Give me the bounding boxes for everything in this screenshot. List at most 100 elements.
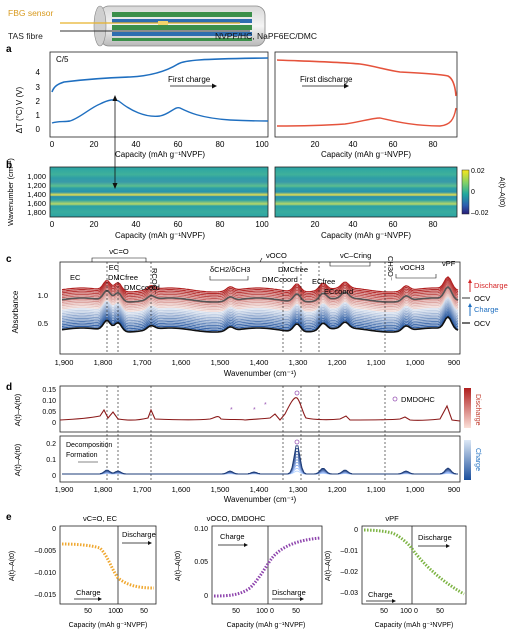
- panel-b-xlabel-right: Capacity (mAh g⁻¹NVPF): [321, 231, 411, 240]
- svg-text:Discharge: Discharge: [418, 533, 452, 542]
- svg-text:A(t)–A(t0): A(t)–A(t0): [175, 551, 182, 581]
- e3-title: νPF: [385, 514, 399, 523]
- first-charge-label: First charge: [168, 75, 211, 84]
- x-tick-label: 1,000: [406, 485, 425, 494]
- x-tick-label: 1,100: [367, 358, 386, 367]
- spectra-stack: [61, 276, 459, 333]
- svg-text:1,200: 1,200: [27, 181, 46, 190]
- panel-b-letter: b: [6, 160, 12, 171]
- svg-text:0: 0: [52, 420, 56, 427]
- heatmap-discharge: [274, 166, 458, 218]
- dt-tick-1: 1: [36, 111, 41, 120]
- dmdohc-markers: [294, 390, 398, 402]
- charge-difference-line: [62, 445, 459, 475]
- svg-text:CH3O⁻: CH3O⁻: [386, 256, 395, 281]
- charge-difference-line: [62, 459, 459, 475]
- svg-text:100: 100: [108, 608, 120, 615]
- tas-fibre-label: TAS fibre: [8, 31, 43, 41]
- svg-text:0.2: 0.2: [46, 441, 56, 448]
- dt-tick-0: 0: [36, 125, 41, 134]
- first-discharge-label: First discharge: [300, 75, 353, 84]
- panel-c-xlabel: Wavenumber (cm⁻¹): [224, 369, 297, 378]
- panel-c-xticks: 1,900 1,800 1,700 1,600 1,500 1,400 1,300 1,200…: [55, 358, 461, 367]
- spectrum-line: [61, 279, 459, 296]
- svg-text:DMCfree: DMCfree: [108, 273, 138, 282]
- charge-difference-line: [62, 456, 459, 475]
- charge-gradient-bar: [464, 440, 471, 480]
- svg-text:νOCH3: νOCH3: [400, 263, 425, 272]
- svg-text:40: 40: [349, 140, 358, 149]
- svg-text:80: 80: [216, 140, 225, 149]
- bar-discharge-label: Discharge: [474, 394, 481, 426]
- svg-text:1,600: 1,600: [27, 199, 46, 208]
- panel-d-ylabel-bottom: A(t)–A(t0): [13, 443, 22, 476]
- dt-tick-2: 2: [36, 97, 41, 106]
- spectrum-line: [61, 280, 459, 298]
- spectrum-line: [61, 312, 459, 330]
- svg-text:Capacity (mAh g⁻¹NVPF): Capacity (mAh g⁻¹NVPF): [375, 622, 454, 629]
- svg-text:50: 50: [232, 608, 240, 615]
- svg-text:0: 0: [52, 473, 56, 480]
- panel-a-ylabel-v: V (V): [15, 87, 24, 106]
- svg-text:0.10: 0.10: [42, 398, 56, 405]
- svg-text:50: 50: [84, 608, 92, 615]
- x-tick-label: 1,500: [211, 358, 230, 367]
- svg-text:80: 80: [429, 140, 438, 149]
- spectrum-line: [61, 314, 459, 331]
- spectrum-line: [61, 306, 459, 323]
- svg-text:60: 60: [389, 140, 398, 149]
- svg-text:–0.015: –0.015: [35, 592, 57, 599]
- panel-a-xticks: 0 20 40 60 80 100 20 40 60 80: [50, 140, 438, 149]
- e2-title: νOCO, DMDOHC: [207, 514, 266, 523]
- spectrum-line: [61, 292, 459, 309]
- svg-text:0.05: 0.05: [194, 559, 208, 566]
- fbg-sensor-label: FBG sensor: [8, 8, 54, 18]
- spectrum-line: [61, 309, 459, 327]
- spectrum-line: [61, 311, 459, 328]
- panel-a-ylabel-dt: ΔT (°C): [15, 106, 24, 133]
- svg-text:20: 20: [311, 140, 320, 149]
- svg-text:OCV: OCV: [474, 294, 490, 303]
- decomposition-label: Decomposition: [66, 442, 112, 449]
- x-tick-label: 1,400: [250, 358, 269, 367]
- x-tick-label: 1,400: [250, 485, 269, 494]
- spectrum-line: [61, 284, 459, 301]
- svg-text:0: 0: [204, 593, 208, 600]
- svg-text:DMCfree: DMCfree: [278, 265, 308, 274]
- spectrum-line: [61, 293, 459, 311]
- charge-difference-line: [62, 448, 459, 475]
- e1-title: νC=O, EC: [83, 514, 118, 523]
- svg-text:OCV: OCV: [474, 319, 490, 328]
- svg-text:80: 80: [429, 220, 438, 229]
- svg-text:EC: EC: [70, 273, 81, 282]
- x-tick-label: 900: [448, 358, 461, 367]
- svg-text:0.1: 0.1: [46, 457, 56, 464]
- spectrum-line: [61, 282, 459, 299]
- svg-text:80: 80: [216, 220, 225, 229]
- svg-text:–0.005: –0.005: [35, 548, 57, 555]
- panel-c-annotations: νC=O EC EC DMCfree DMCcoord RCOO⁻ δCH2/δ…: [70, 247, 456, 296]
- panel-d-ylabel-top: A(t)–A(t0): [13, 393, 22, 426]
- spectrum-line: [61, 298, 459, 315]
- panel-c-ylabel: Absorbance: [11, 290, 20, 333]
- x-tick-label: 1,200: [328, 485, 347, 494]
- panel-a-xlabel-left: Capacity (mAh g⁻¹NVPF): [115, 150, 205, 159]
- svg-text:ECfree: ECfree: [312, 277, 335, 286]
- x-tick-label: 1,100: [367, 485, 386, 494]
- heatmap-charge: [49, 166, 269, 218]
- svg-text:100: 100: [255, 220, 269, 229]
- svg-text:–0.02: –0.02: [340, 569, 358, 576]
- x-tick-label: 900: [448, 485, 461, 494]
- svg-text:*: *: [264, 402, 267, 409]
- panel-b-xticks: 0 20 40 60 80 100 20 40 60 80: [50, 220, 438, 229]
- x-tick-label: 1,700: [133, 358, 152, 367]
- svg-text:A(t)–A(t0): A(t)–A(t0): [325, 551, 332, 581]
- panel-d-xlabel: Wavenumber (cm⁻¹): [224, 495, 297, 504]
- svg-text:*: *: [230, 407, 233, 414]
- panel-b-ylabel: Wavenumber (cm⁻¹): [6, 158, 15, 226]
- svg-text:νC=O: νC=O: [109, 247, 129, 256]
- x-tick-label: 1,600: [172, 358, 191, 367]
- svg-text:–0.010: –0.010: [35, 570, 57, 577]
- abs-tick-05: 0.5: [38, 319, 48, 328]
- discharge-voltage-curve: [276, 59, 457, 97]
